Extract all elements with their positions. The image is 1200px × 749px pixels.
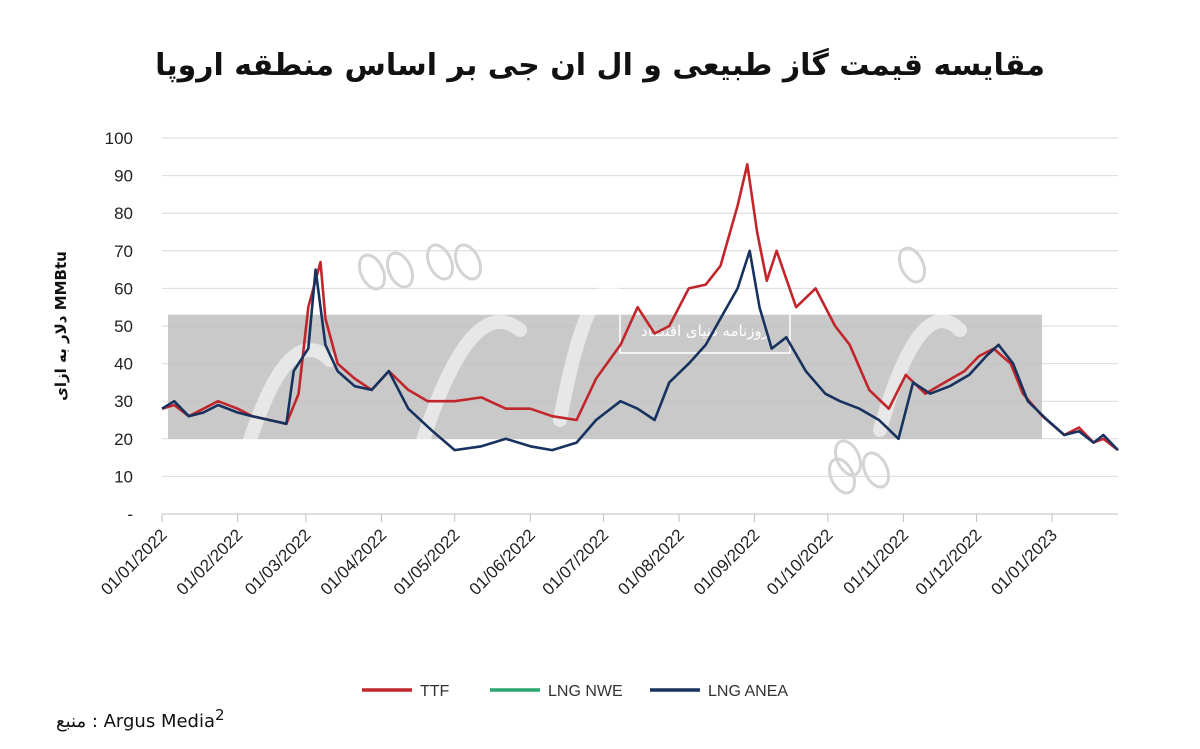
watermark-box [619, 304, 791, 354]
watermark-text: روزنامه دنیای اقتصاد [641, 322, 769, 340]
x-tick-label: 01/07/2022 [539, 525, 613, 599]
watermark-dot [357, 253, 387, 291]
x-tick-label: 01/05/2022 [390, 525, 464, 599]
watermark-dot [453, 243, 483, 281]
legend-label: LNG ANEA [708, 683, 788, 700]
source-label: منبع [56, 711, 87, 732]
y-tick-label: 70 [114, 242, 133, 261]
x-tick-label: 01/11/2022 [840, 525, 913, 598]
x-tick-label: 01/12/2022 [912, 525, 986, 599]
watermark-stroke [243, 343, 337, 447]
y-axis: - 10 20 30 40 50 60 70 80 90 100 [105, 129, 133, 524]
x-tick-label: 01/04/2022 [317, 525, 391, 599]
source-separator: : [86, 711, 104, 732]
watermark-dot [425, 243, 455, 281]
series-lines [161, 163, 1119, 452]
y-tick-label: 40 [114, 355, 133, 374]
series-line-lng-anea [161, 249, 1119, 452]
x-tick-label: 01/09/2022 [690, 525, 764, 599]
watermark-stroke [413, 315, 527, 457]
chart-title: مقایسه قیمت گاز طبیعی و ال ان جی بر اساس… [155, 48, 1045, 83]
source-footnote: 2 [215, 706, 225, 724]
y-tick-label: 50 [114, 317, 133, 336]
watermark-dot [827, 457, 857, 495]
watermark: روزنامه دنیای اقتصاد [168, 243, 1042, 495]
x-tick-label: 01/06/2022 [465, 525, 539, 599]
legend-label: LNG NWE [548, 683, 623, 700]
y-tick-label: 30 [114, 392, 133, 411]
watermark-stroke [873, 314, 967, 437]
series-line-ttf [161, 163, 1119, 452]
y-axis-label: دلار به ازای MMBtu [52, 251, 70, 401]
source-note: منبع : Argus Media2 [56, 706, 225, 732]
y-tick-label: 20 [114, 430, 133, 449]
watermark-band [168, 314, 1042, 439]
watermark-stroke [553, 285, 627, 427]
watermark-dot [385, 251, 415, 289]
y-tick-label: 10 [114, 467, 133, 486]
y-tick-label: 80 [114, 204, 133, 223]
watermark-dot [833, 439, 863, 477]
x-tick-label: 01/01/2022 [97, 525, 171, 599]
x-tick-label: 01/10/2022 [763, 525, 837, 599]
y-tick-label: 60 [114, 279, 133, 298]
x-tick-label: 01/01/2023 [987, 525, 1061, 599]
legend-label: TTF [420, 683, 450, 700]
source-text: Argus Media [103, 711, 216, 732]
y-tick-label: 100 [105, 129, 133, 148]
x-tick-label: 01/08/2022 [614, 525, 688, 599]
x-tick-label: 01/02/2022 [173, 525, 247, 599]
watermark-dot [897, 246, 927, 284]
x-tick-label: 01/03/2022 [241, 525, 315, 599]
y-tick-label: 90 [114, 167, 133, 186]
watermark-dot [861, 451, 891, 489]
legend: TTF LNG NWE LNG ANEA [362, 683, 788, 700]
y-tick-label: - [127, 505, 133, 524]
